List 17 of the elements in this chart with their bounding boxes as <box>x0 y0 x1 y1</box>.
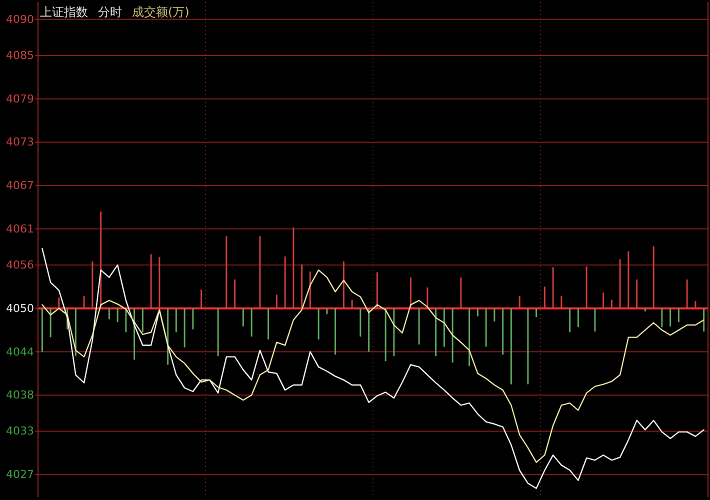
y-tick-label: 4033 <box>6 424 34 438</box>
y-tick-label: 4056 <box>6 258 34 272</box>
y-tick-label: 4027 <box>6 468 34 482</box>
y-tick-label: 4067 <box>6 179 34 192</box>
chart-subtitle: 分时 <box>98 5 122 19</box>
y-tick-label: 4079 <box>6 92 34 106</box>
y-tick-label: 4050 <box>6 302 34 315</box>
annotation: 成交额(万) <box>132 5 190 19</box>
chart-title: 上证指数 <box>40 5 88 19</box>
y-tick-label: 4044 <box>6 345 34 358</box>
y-tick-label: 4073 <box>6 136 34 149</box>
y-tick-label: 4085 <box>6 48 34 62</box>
line-series <box>42 269 704 463</box>
y-tick-label: 4090 <box>6 12 34 26</box>
y-tick-label: 4038 <box>6 388 34 402</box>
y-tick-label: 4061 <box>6 222 34 236</box>
line-series <box>42 248 704 489</box>
